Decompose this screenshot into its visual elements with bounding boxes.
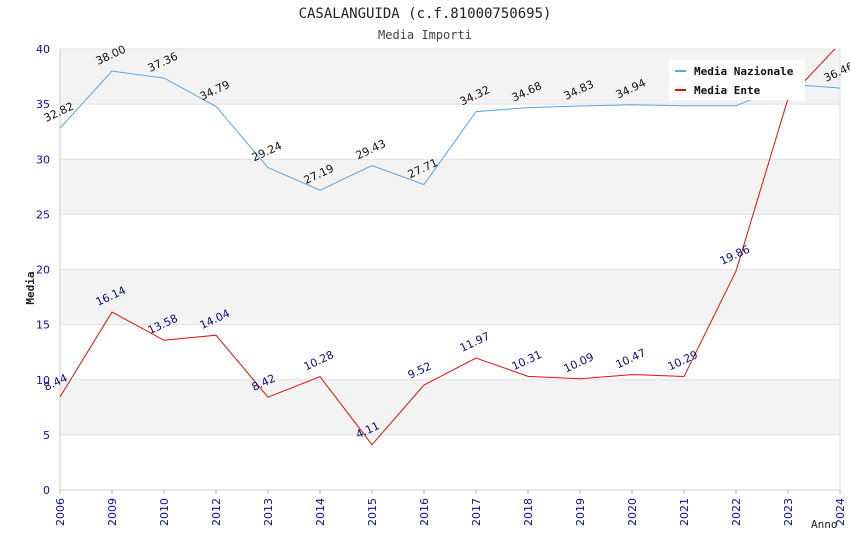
legend-label: Media Ente xyxy=(694,84,761,97)
y-tick-label: 25 xyxy=(36,208,50,221)
y-tick-label: 10 xyxy=(36,374,50,387)
x-tick-label: 2006 xyxy=(54,498,67,526)
x-axis-title: Anno xyxy=(811,518,838,531)
x-tick-label: 2014 xyxy=(314,498,327,526)
x-tick-label: 2021 xyxy=(678,498,691,526)
x-tick-label: 2017 xyxy=(470,498,483,526)
legend-box xyxy=(669,60,805,100)
y-tick-label: 35 xyxy=(36,98,50,111)
y-tick-label: 5 xyxy=(43,429,50,442)
grid-band xyxy=(60,324,840,380)
legend-label: Media Nazionale xyxy=(694,65,794,78)
y-tick-label: 30 xyxy=(36,153,50,166)
x-tick-label: 2015 xyxy=(366,498,379,526)
chart-title: CASALANGUIDA (c.f.81000750695) xyxy=(298,6,552,22)
x-tick-label: 2018 xyxy=(522,498,535,526)
x-tick-label: 2019 xyxy=(574,498,587,526)
grid-band xyxy=(60,434,840,490)
x-tick-label: 2020 xyxy=(626,498,639,526)
x-tick-label: 2013 xyxy=(262,498,275,526)
y-tick-label: 0 xyxy=(43,484,50,497)
chart-subtitle: Media Importi xyxy=(378,28,472,42)
legend: Media Nazionale Media Ente xyxy=(669,60,805,100)
x-tick-label: 2024 xyxy=(834,498,847,526)
series-line-media-nazionale xyxy=(60,70,840,191)
x-tick-label: 2016 xyxy=(418,498,431,526)
y-axis-title: Media xyxy=(24,271,37,304)
y-tick-label: 40 xyxy=(36,43,50,56)
series-line-media-ente xyxy=(60,49,836,446)
x-tick-label: 2012 xyxy=(210,498,223,526)
x-tick-label: 2023 xyxy=(782,498,795,526)
y-tick-label: 15 xyxy=(36,319,50,332)
grid-band xyxy=(60,379,840,435)
grid-band xyxy=(60,214,840,270)
x-tick-label: 2010 xyxy=(158,498,171,526)
x-tick-label: 2022 xyxy=(730,498,743,526)
x-tick-label: 2009 xyxy=(106,498,119,526)
grid-band xyxy=(60,269,840,325)
grid-band xyxy=(60,104,840,160)
grid-band xyxy=(60,159,840,215)
y-tick-label: 20 xyxy=(36,264,50,277)
